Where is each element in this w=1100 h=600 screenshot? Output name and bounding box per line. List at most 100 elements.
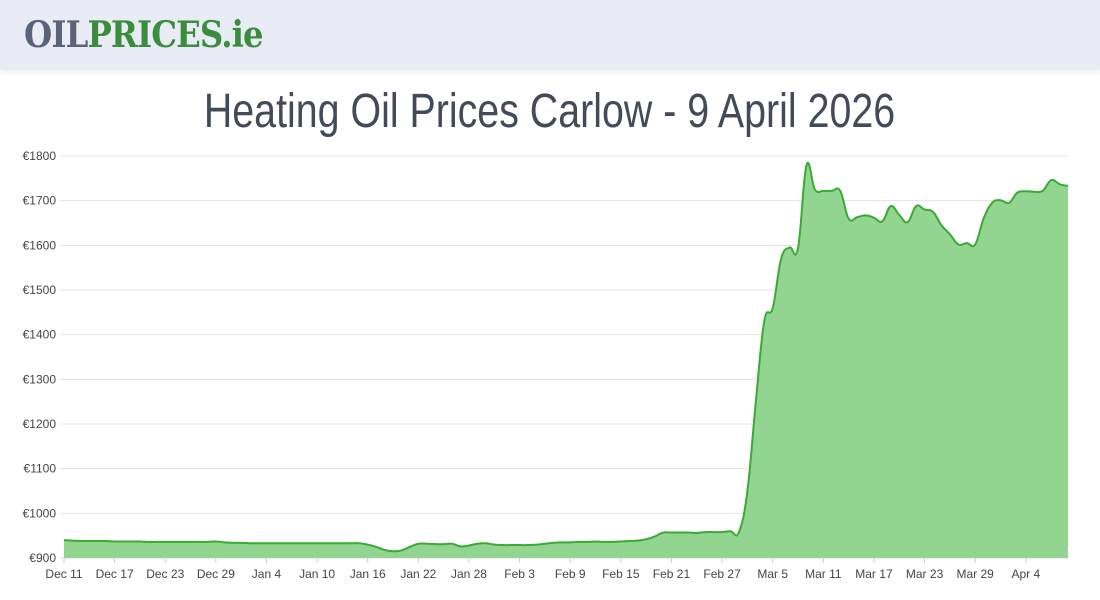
data-point[interactable] — [263, 540, 269, 546]
data-point[interactable] — [382, 547, 388, 553]
data-point[interactable] — [1040, 188, 1046, 194]
data-point[interactable] — [812, 187, 818, 193]
data-point[interactable] — [803, 162, 809, 168]
data-point[interactable] — [196, 539, 202, 545]
data-point[interactable] — [744, 488, 750, 494]
data-point[interactable] — [888, 203, 894, 209]
data-point[interactable] — [820, 188, 826, 194]
data-point[interactable] — [103, 538, 109, 544]
data-point[interactable] — [120, 538, 126, 544]
data-point[interactable] — [247, 540, 253, 546]
data-point[interactable] — [213, 538, 219, 544]
data-point[interactable] — [778, 256, 784, 262]
data-point[interactable] — [517, 542, 523, 548]
data-point[interactable] — [719, 529, 725, 535]
data-point[interactable] — [795, 245, 801, 251]
data-point[interactable] — [1031, 189, 1037, 195]
data-point[interactable] — [221, 539, 227, 545]
data-point[interactable] — [643, 536, 649, 542]
data-point[interactable] — [981, 216, 987, 222]
data-point[interactable] — [550, 540, 556, 546]
data-point[interactable] — [483, 540, 489, 546]
data-point[interactable] — [306, 540, 312, 546]
data-point[interactable] — [736, 529, 742, 535]
data-point[interactable] — [668, 530, 674, 536]
data-point[interactable] — [69, 538, 75, 544]
data-point[interactable] — [441, 541, 447, 547]
data-point[interactable] — [424, 541, 430, 547]
data-point[interactable] — [930, 209, 936, 215]
data-point[interactable] — [78, 538, 84, 544]
data-point[interactable] — [829, 188, 835, 194]
data-point[interactable] — [61, 537, 67, 543]
data-point[interactable] — [348, 540, 354, 546]
data-point[interactable] — [230, 540, 236, 546]
data-point[interactable] — [728, 528, 734, 534]
data-point[interactable] — [711, 529, 717, 535]
data-point[interactable] — [871, 215, 877, 221]
data-point[interactable] — [896, 212, 902, 218]
data-point[interactable] — [1057, 181, 1063, 187]
data-point[interactable] — [508, 542, 514, 548]
data-point[interactable] — [601, 539, 607, 545]
data-point[interactable] — [449, 541, 455, 547]
data-point[interactable] — [609, 539, 615, 545]
data-point[interactable] — [289, 540, 295, 546]
data-point[interactable] — [846, 216, 852, 222]
data-point[interactable] — [863, 212, 869, 218]
data-point[interactable] — [280, 540, 286, 546]
data-point[interactable] — [922, 207, 928, 213]
data-point[interactable] — [466, 542, 472, 548]
data-point[interactable] — [989, 200, 995, 206]
data-point[interactable] — [86, 538, 92, 544]
data-point[interactable] — [525, 542, 531, 548]
data-point[interactable] — [415, 541, 421, 547]
data-point[interactable] — [128, 538, 134, 544]
data-point[interactable] — [1048, 177, 1054, 183]
data-point[interactable] — [314, 540, 320, 546]
data-point[interactable] — [272, 540, 278, 546]
data-point[interactable] — [660, 530, 666, 536]
data-point[interactable] — [356, 540, 362, 546]
data-point[interactable] — [171, 539, 177, 545]
data-point[interactable] — [390, 548, 396, 554]
data-point[interactable] — [500, 542, 506, 548]
data-point[interactable] — [112, 538, 118, 544]
data-point[interactable] — [685, 530, 691, 536]
data-point[interactable] — [432, 541, 438, 547]
data-point[interactable] — [1065, 183, 1071, 189]
data-point[interactable] — [787, 245, 793, 251]
data-point[interactable] — [652, 534, 658, 540]
data-point[interactable] — [947, 231, 953, 237]
data-point[interactable] — [331, 540, 337, 546]
data-point[interactable] — [964, 240, 970, 246]
data-point[interactable] — [593, 538, 599, 544]
data-point[interactable] — [694, 530, 700, 536]
data-point[interactable] — [162, 539, 168, 545]
data-point[interactable] — [879, 218, 885, 224]
data-point[interactable] — [533, 542, 539, 548]
data-point[interactable] — [559, 539, 565, 545]
data-point[interactable] — [567, 539, 573, 545]
data-point[interactable] — [770, 305, 776, 311]
data-point[interactable] — [255, 540, 261, 546]
data-point[interactable] — [854, 214, 860, 220]
data-point[interactable] — [95, 538, 101, 544]
data-point[interactable] — [702, 529, 708, 535]
data-point[interactable] — [491, 542, 497, 548]
data-point[interactable] — [576, 539, 582, 545]
data-point[interactable] — [618, 538, 624, 544]
data-point[interactable] — [407, 544, 413, 550]
data-point[interactable] — [1014, 190, 1020, 196]
data-point[interactable] — [584, 539, 590, 545]
data-point[interactable] — [913, 203, 919, 209]
data-point[interactable] — [542, 541, 548, 547]
data-point[interactable] — [998, 197, 1004, 203]
site-logo[interactable]: OILPRICES.ie — [24, 14, 264, 56]
data-point[interactable] — [238, 540, 244, 546]
data-point[interactable] — [972, 241, 978, 247]
data-point[interactable] — [1006, 200, 1012, 206]
data-point[interactable] — [635, 538, 641, 544]
data-point[interactable] — [761, 318, 767, 324]
data-point[interactable] — [753, 399, 759, 405]
